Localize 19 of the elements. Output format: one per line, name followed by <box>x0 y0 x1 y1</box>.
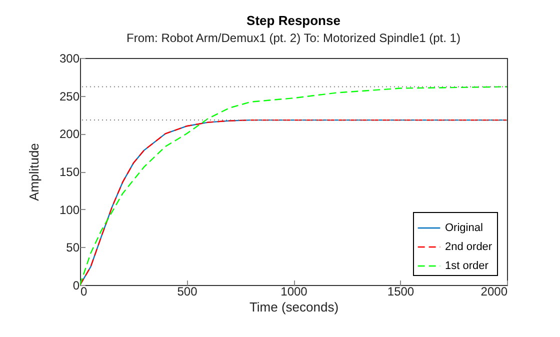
x-tick-label: 1500 <box>387 284 414 298</box>
chart-subtitle: From: Robot Arm/Demux1 (pt. 2) To: Motorized Spindle1 (pt. 1) <box>126 31 460 45</box>
legend-label: Original <box>445 222 483 234</box>
y-tick-label: 250 <box>59 89 80 104</box>
x-tick-label: 2000 <box>480 284 508 298</box>
y-tick-label: 100 <box>59 202 80 217</box>
y-tick-label: 300 <box>59 52 80 66</box>
chart-title: Step Response <box>246 13 340 28</box>
line-series <box>80 119 507 285</box>
y-tick-label: 50 <box>66 240 80 255</box>
legend-label: 1st order <box>445 260 489 272</box>
legend-label: 2nd order <box>445 241 492 253</box>
y-axis-title: Amplitude <box>26 143 42 201</box>
y-tick-label: 200 <box>59 127 80 142</box>
x-tick-label: 500 <box>177 284 198 298</box>
x-axis-title: Time (seconds) <box>249 300 339 314</box>
x-tick-label: 1000 <box>280 284 308 298</box>
y-tick-label: 150 <box>59 165 80 179</box>
line-series <box>80 86 507 285</box>
